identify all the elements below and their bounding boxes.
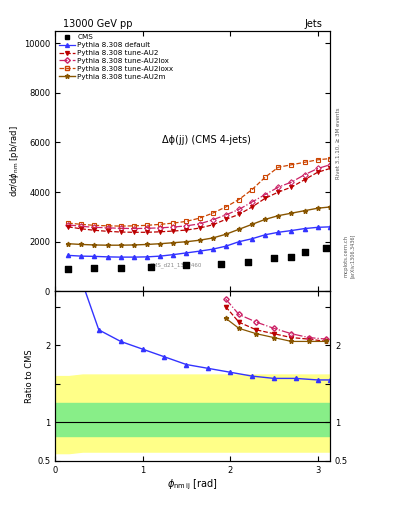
- Text: mcplots.cern.ch: mcplots.cern.ch: [344, 235, 349, 277]
- Point: [65, 265, 71, 273]
- Y-axis label: Ratio to CMS: Ratio to CMS: [25, 349, 34, 403]
- X-axis label: $\phi_{\rm nm\,ij}$ [rad]: $\phi_{\rm nm\,ij}$ [rad]: [167, 477, 218, 492]
- Y-axis label: d$\sigma$/d$\phi_{\rm nm}$ [pb/rad]: d$\sigma$/d$\phi_{\rm nm}$ [pb/rad]: [8, 125, 21, 197]
- Text: Δϕ(jj) (CMS 4-jets): Δϕ(jj) (CMS 4-jets): [162, 135, 251, 145]
- Point: [218, 260, 224, 268]
- Point: [118, 264, 124, 272]
- Text: Rivet 3.1.10, ≥ 3M events: Rivet 3.1.10, ≥ 3M events: [336, 108, 341, 179]
- Point: [183, 261, 189, 269]
- Text: Jets: Jets: [304, 19, 322, 29]
- Text: CMS_d21_1332460: CMS_d21_1332460: [150, 263, 202, 268]
- Text: [arXiv:1306.3436]: [arXiv:1306.3436]: [350, 234, 355, 278]
- Text: 13000 GeV pp: 13000 GeV pp: [63, 19, 133, 29]
- Point: [148, 263, 154, 271]
- Point: [323, 244, 330, 252]
- Point: [271, 254, 277, 262]
- Legend: CMS, Pythia 8.308 default, Pythia 8.308 tune-AU2, Pythia 8.308 tune-AU2lox, Pyth: CMS, Pythia 8.308 default, Pythia 8.308 …: [57, 33, 175, 81]
- Point: [244, 258, 251, 266]
- Point: [91, 264, 97, 272]
- Point: [288, 252, 295, 261]
- Point: [301, 248, 308, 256]
